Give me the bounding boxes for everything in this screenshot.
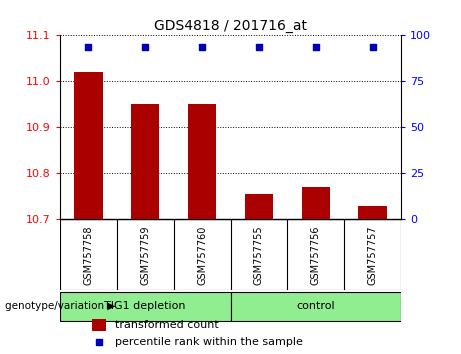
Point — [312, 44, 319, 50]
Text: GSM757760: GSM757760 — [197, 225, 207, 285]
Bar — [245, 194, 273, 219]
Point — [85, 44, 92, 50]
Point — [198, 44, 206, 50]
Text: GSM757755: GSM757755 — [254, 225, 264, 285]
Text: genotype/variation ▶: genotype/variation ▶ — [5, 301, 115, 311]
Text: GSM757756: GSM757756 — [311, 225, 321, 285]
Bar — [230, 292, 401, 321]
Bar — [92, 319, 106, 331]
Text: GSM757758: GSM757758 — [83, 225, 94, 285]
Point — [369, 44, 376, 50]
Bar — [131, 104, 160, 219]
Bar — [74, 72, 102, 219]
Text: TIG1 depletion: TIG1 depletion — [105, 301, 186, 311]
Point — [142, 44, 149, 50]
Bar — [301, 187, 330, 219]
Text: control: control — [296, 301, 335, 311]
Text: transformed count: transformed count — [115, 320, 219, 330]
Bar — [188, 104, 216, 219]
Text: percentile rank within the sample: percentile rank within the sample — [115, 337, 303, 347]
Bar — [358, 206, 387, 219]
Text: GSM757759: GSM757759 — [140, 225, 150, 285]
Point — [255, 44, 263, 50]
Bar — [60, 292, 230, 321]
Title: GDS4818 / 201716_at: GDS4818 / 201716_at — [154, 19, 307, 33]
Text: GSM757757: GSM757757 — [367, 225, 378, 285]
